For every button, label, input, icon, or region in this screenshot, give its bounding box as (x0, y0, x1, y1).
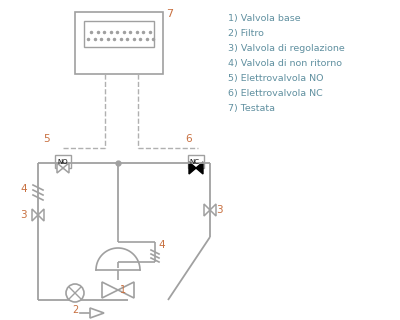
Bar (84, 21, 154, 47)
Polygon shape (118, 282, 134, 298)
Polygon shape (38, 209, 44, 221)
Text: 3: 3 (216, 205, 223, 215)
Text: 4: 4 (158, 240, 165, 250)
Text: 3: 3 (20, 210, 27, 220)
Polygon shape (90, 308, 104, 318)
Text: NO: NO (57, 159, 68, 165)
Text: 1: 1 (120, 285, 126, 295)
Text: 2: 2 (72, 305, 78, 315)
Bar (55, 155, 71, 168)
Circle shape (66, 284, 84, 302)
Text: 7: 7 (166, 9, 173, 19)
Polygon shape (63, 163, 69, 173)
Text: 4: 4 (20, 184, 27, 194)
Polygon shape (204, 204, 210, 216)
Text: 1) Valvola base: 1) Valvola base (228, 14, 301, 23)
Bar (188, 155, 204, 168)
Polygon shape (196, 162, 203, 174)
Polygon shape (210, 204, 216, 216)
Text: 6) Elettrovalvola NC: 6) Elettrovalvola NC (228, 89, 323, 98)
Polygon shape (57, 163, 63, 173)
Bar (75, 12, 163, 74)
Text: 5) Elettrovalvola NO: 5) Elettrovalvola NO (228, 74, 324, 83)
Text: 5: 5 (43, 134, 50, 144)
Polygon shape (189, 162, 196, 174)
Text: 4) Valvola di non ritorno: 4) Valvola di non ritorno (228, 59, 342, 68)
Text: 6: 6 (185, 134, 192, 144)
Polygon shape (102, 282, 118, 298)
Polygon shape (32, 209, 38, 221)
Text: 2) Filtro: 2) Filtro (228, 29, 264, 38)
Text: NC: NC (189, 159, 199, 165)
Text: 7) Testata: 7) Testata (228, 104, 275, 113)
Text: 3) Valvola di regolazione: 3) Valvola di regolazione (228, 44, 345, 53)
